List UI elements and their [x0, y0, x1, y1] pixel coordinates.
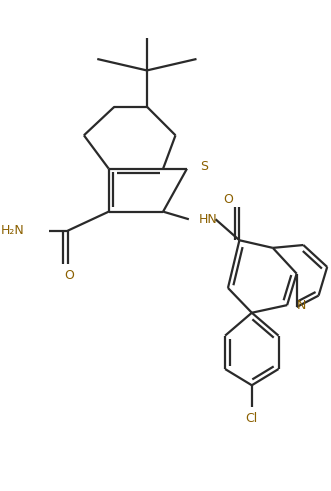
Text: N: N — [297, 299, 306, 312]
Text: O: O — [223, 193, 233, 206]
Text: O: O — [65, 269, 74, 282]
Text: Cl: Cl — [246, 412, 258, 425]
Text: HN: HN — [198, 213, 217, 226]
Text: S: S — [200, 160, 208, 173]
Text: H₂N: H₂N — [1, 224, 25, 237]
